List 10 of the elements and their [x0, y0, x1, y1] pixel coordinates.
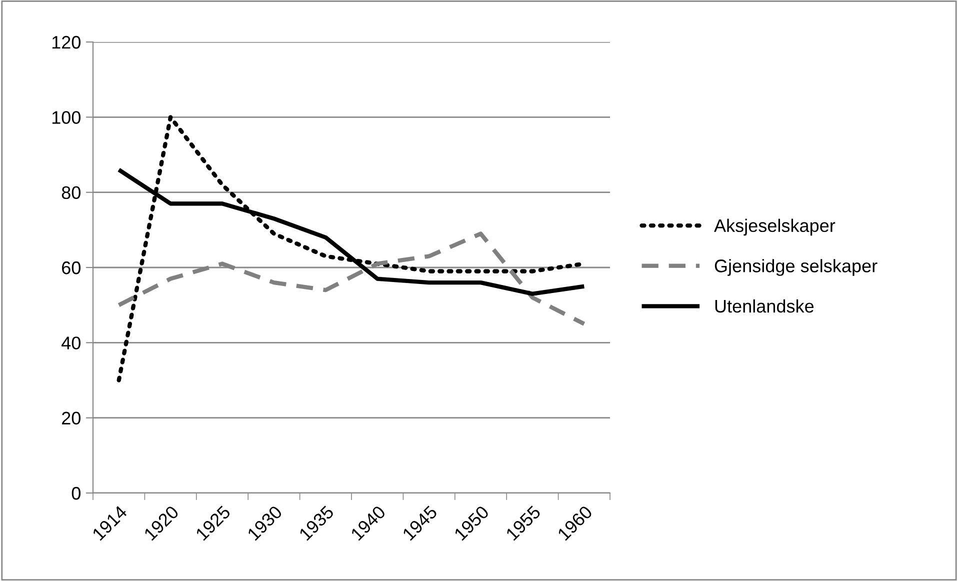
legend-label: Utenlandske [715, 299, 814, 313]
y-tick-label: 120 [52, 36, 80, 49]
y-tick-label: 100 [52, 111, 80, 124]
y-tick-label: 0 [72, 486, 80, 500]
y-tick-label: 20 [62, 412, 80, 425]
y-tick-label: 80 [62, 186, 80, 200]
legend-label: Gjensidge selskaper [714, 259, 878, 276]
y-tick-label: 60 [62, 261, 80, 274]
legend-label: Aksjeselskaper [714, 218, 836, 236]
y-tick-label: 40 [62, 336, 80, 350]
